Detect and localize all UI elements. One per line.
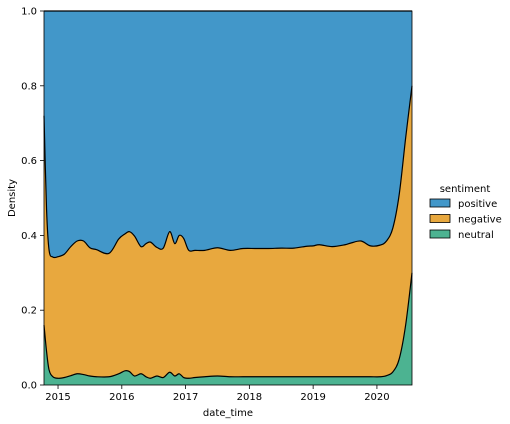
- stacked-areas: [44, 11, 412, 385]
- x-tick-label: 2015: [45, 392, 70, 403]
- x-tick-label: 2018: [237, 392, 262, 403]
- legend: sentiment positive negative neutral: [429, 184, 502, 241]
- legend-label-negative: negative: [458, 215, 502, 226]
- y-axis-title: Density: [7, 179, 18, 217]
- boundary-neutral: [43, 272, 413, 379]
- area-negative: [44, 85, 412, 379]
- x-axis-title: date_time: [203, 408, 253, 419]
- y-tick-label: 0.2: [21, 306, 37, 317]
- x-axis: 2015 2016 2017 2018 2019 2020: [45, 385, 390, 403]
- legend-swatch-negative: [429, 214, 451, 223]
- x-tick-label: 2017: [173, 392, 198, 403]
- legend-label-neutral: neutral: [458, 230, 494, 241]
- y-tick-label: 1.0: [21, 7, 37, 18]
- y-tick-label: 0.0: [21, 381, 37, 392]
- plot-frame: [43, 10, 413, 386]
- legend-label-positive: positive: [458, 199, 497, 210]
- y-axis: 0.0 0.2 0.4 0.6 0.8 1.0: [21, 7, 44, 392]
- boundary-negative: [43, 85, 413, 259]
- legend-title: sentiment: [440, 184, 491, 195]
- y-tick-label: 0.8: [21, 81, 37, 92]
- legend-swatch-neutral: [429, 229, 451, 239]
- x-tick-label: 2019: [300, 392, 325, 403]
- x-tick-label: 2020: [364, 392, 389, 403]
- y-tick-label: 0.4: [21, 231, 37, 242]
- area-positive: [44, 11, 412, 258]
- legend-swatch-positive: [429, 198, 451, 208]
- x-tick-label: 2016: [109, 392, 134, 403]
- y-tick-label: 0.6: [21, 156, 37, 167]
